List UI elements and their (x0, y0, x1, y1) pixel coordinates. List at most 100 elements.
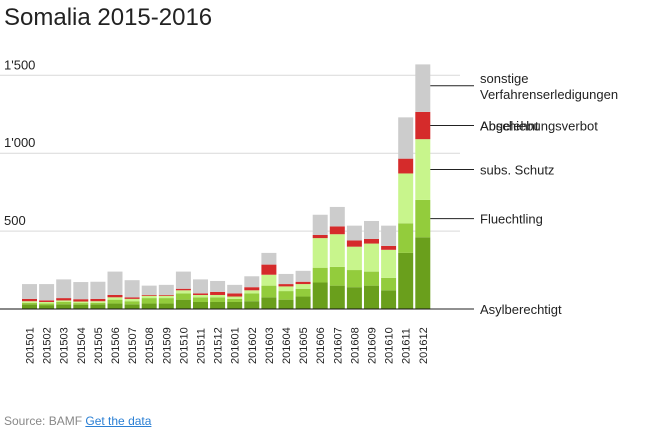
bar-segment (90, 301, 106, 303)
legend-label: subs. Schutz (480, 163, 554, 178)
x-tick-label: 201601 (230, 327, 242, 364)
bar-segment (175, 290, 191, 294)
bar-segment (346, 270, 362, 288)
bar-segment (107, 303, 123, 309)
bar-segment (141, 285, 157, 295)
bar-segment (278, 299, 294, 309)
get-the-data-link[interactable]: Get the data (85, 414, 152, 428)
bar-segment (141, 298, 157, 304)
bar-segment (56, 301, 72, 305)
bar-segment (329, 226, 345, 235)
legend-label: Abgelehnt (480, 119, 539, 134)
bar-segment (90, 281, 106, 299)
x-tick-label: 201604 (281, 327, 293, 364)
x-tick-label: 201605 (298, 327, 310, 364)
bar-segment (381, 290, 397, 309)
bar-segment (295, 296, 311, 309)
bar-segment (56, 298, 72, 301)
bar-segment (278, 284, 294, 287)
bar-segment (295, 288, 311, 297)
bar-segment (415, 111, 431, 140)
bar-segment (398, 158, 414, 174)
bar-segment (22, 301, 37, 303)
bar-segment (193, 294, 208, 298)
bar-segment (295, 284, 311, 289)
bar-segment (158, 303, 174, 309)
bar-segment (346, 225, 362, 241)
bar-segment (107, 297, 123, 300)
bar-segment (381, 245, 397, 250)
bar-segment (193, 279, 208, 294)
bar-segment (227, 301, 243, 309)
bar-segment (398, 173, 414, 224)
bar-segment (158, 284, 174, 295)
bar-segment (364, 238, 379, 244)
bar-segment (193, 293, 208, 295)
bar-segment (227, 296, 243, 299)
bar-segment (278, 286, 294, 292)
bar-segment (175, 271, 191, 289)
bar-segment (107, 294, 123, 298)
bar-segment (39, 305, 55, 309)
x-tick-label: 201608 (349, 327, 361, 364)
bar-segment (261, 297, 277, 309)
bar-segment (381, 277, 397, 291)
x-tick-label: 201503 (59, 327, 71, 364)
y-tick-label: 500 (4, 213, 26, 228)
bar-segment (398, 117, 414, 159)
y-tick-label: 1'500 (4, 57, 35, 72)
x-tick-label: 201506 (110, 327, 122, 364)
bar-segment (73, 299, 89, 302)
bar-segment (124, 298, 140, 302)
bar-segment (312, 282, 328, 309)
bar-segment (158, 298, 174, 304)
x-tick-label: 201609 (367, 327, 379, 364)
bar-segment (329, 285, 345, 309)
bar-segment (261, 252, 277, 265)
bar-segment (244, 276, 260, 288)
x-tick-label: 201509 (161, 327, 173, 364)
bar-segment (210, 297, 226, 302)
bar-segment (329, 206, 345, 227)
bar-segment (244, 293, 260, 302)
bar-segment (73, 304, 89, 309)
bar-segment (364, 285, 379, 309)
bar-segment (124, 304, 140, 309)
x-tick-label: 201505 (93, 327, 105, 364)
x-tick-label: 201602 (247, 327, 259, 364)
bar-segment (346, 287, 362, 309)
bar-segment (312, 234, 328, 239)
x-tick-label: 201607 (332, 327, 344, 364)
x-tick-label: 201603 (264, 327, 276, 364)
bar-segment (107, 299, 123, 304)
bar-segment (56, 279, 72, 299)
bar-segment (261, 264, 277, 275)
x-tick-label: 201504 (76, 327, 88, 364)
x-tick-label: 201610 (384, 327, 396, 364)
bar-segment (210, 301, 226, 309)
x-tick-label: 201508 (144, 327, 156, 364)
x-tick-label: 201606 (315, 327, 327, 364)
bar-segment (175, 293, 191, 300)
bar-segment (124, 301, 140, 305)
bar-segment (364, 243, 379, 272)
bar-segment (73, 301, 89, 304)
bar-segment (39, 303, 55, 306)
bar-segment (210, 280, 226, 292)
legend-label: Abschiebungsverbot (480, 119, 598, 134)
bar-segment (227, 284, 243, 294)
bar-segment (193, 297, 208, 302)
bar-segment (364, 220, 379, 239)
bar-segment (124, 297, 140, 299)
bar-segment (22, 298, 37, 302)
bar-segment (56, 304, 72, 309)
bar-segment (124, 280, 140, 298)
bar-segment (39, 301, 55, 304)
bar-segment (175, 299, 191, 309)
legend-label: Verfahrenserledigungen (480, 87, 618, 102)
bar-segment (398, 252, 414, 309)
bar-segment (244, 301, 260, 309)
bar-segment (175, 288, 191, 291)
bar-segment (415, 64, 431, 112)
